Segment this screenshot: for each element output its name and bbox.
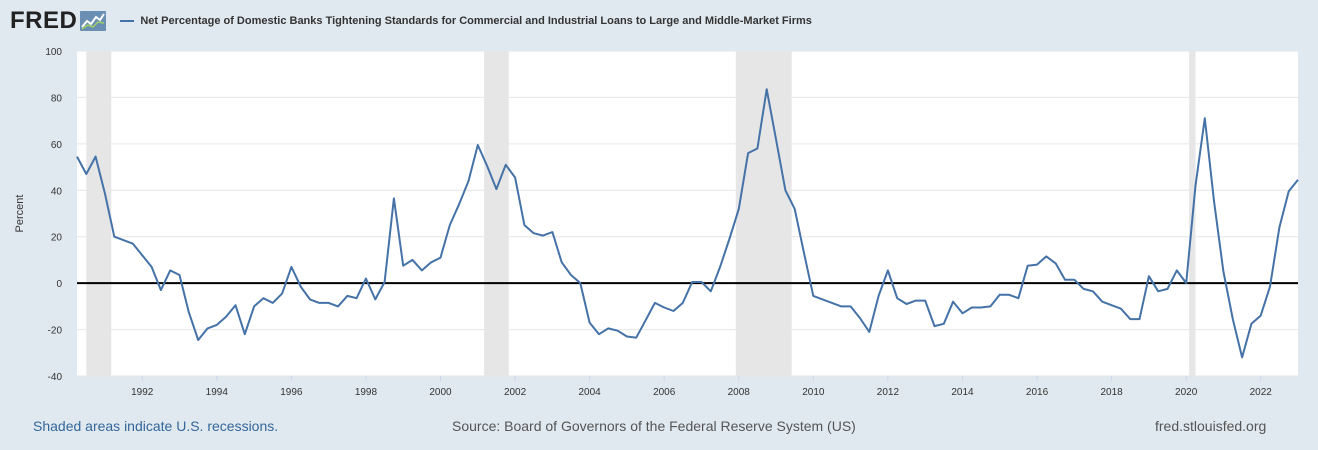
y-tick-label: 80	[51, 93, 63, 104]
source-note: Source: Board of Governors of the Federa…	[452, 418, 856, 434]
x-tick-label: 2018	[1100, 387, 1123, 398]
y-tick-label: 40	[51, 186, 63, 197]
legend-series-label: Net Percentage of Domestic Banks Tighten…	[140, 15, 812, 27]
x-tick-label: 2010	[802, 387, 825, 398]
series-line	[76, 88, 1299, 359]
x-tick-label: 2002	[504, 387, 527, 398]
x-tick-label: 1998	[355, 387, 378, 398]
line-chart: 100 80 60 40 20 0 -20 -40 1992 1994 1996 1998 2000 20…	[14, 47, 1299, 398]
y-tick-label: -20	[48, 326, 63, 337]
x-tick-label: 2016	[1026, 387, 1049, 398]
x-tick-label: 1996	[280, 387, 303, 398]
y-tick-label: 0	[56, 279, 62, 290]
line-graph-icon	[80, 11, 107, 31]
legend-series-swatch	[120, 20, 135, 22]
recession-band	[86, 51, 112, 376]
x-tick-label: 2012	[877, 387, 900, 398]
x-tick-label: 2006	[653, 387, 676, 398]
plot-area	[77, 51, 1298, 376]
y-tick-label: 20	[51, 233, 63, 244]
x-tick-label: 2000	[429, 387, 452, 398]
x-tick-label: 2022	[1250, 387, 1273, 398]
x-tick-label: 2014	[951, 387, 974, 398]
site-link[interactable]: fred.stlouisfed.org	[1155, 418, 1267, 434]
y-tick-label: 100	[45, 47, 62, 58]
fred-logo-text: FRED	[10, 7, 78, 34]
x-tick-label: 1992	[131, 387, 154, 398]
recession-band	[484, 51, 509, 376]
recession-band	[735, 51, 792, 376]
fred-logo[interactable]: FRED	[10, 7, 107, 35]
x-tick-label: 2020	[1175, 387, 1198, 398]
x-tick-label: 2008	[728, 387, 751, 398]
x-tick-label: 1994	[206, 387, 229, 398]
y-tick-label: -40	[48, 372, 63, 383]
recession-note: Shaded areas indicate U.S. recessions.	[33, 418, 279, 434]
x-tick-label: 2004	[579, 387, 602, 398]
chart-header: FRED Net Percentage of Domestic Banks Ti…	[10, 7, 812, 35]
y-axis-label: Percent	[14, 195, 26, 233]
y-tick-label: 60	[51, 140, 63, 151]
